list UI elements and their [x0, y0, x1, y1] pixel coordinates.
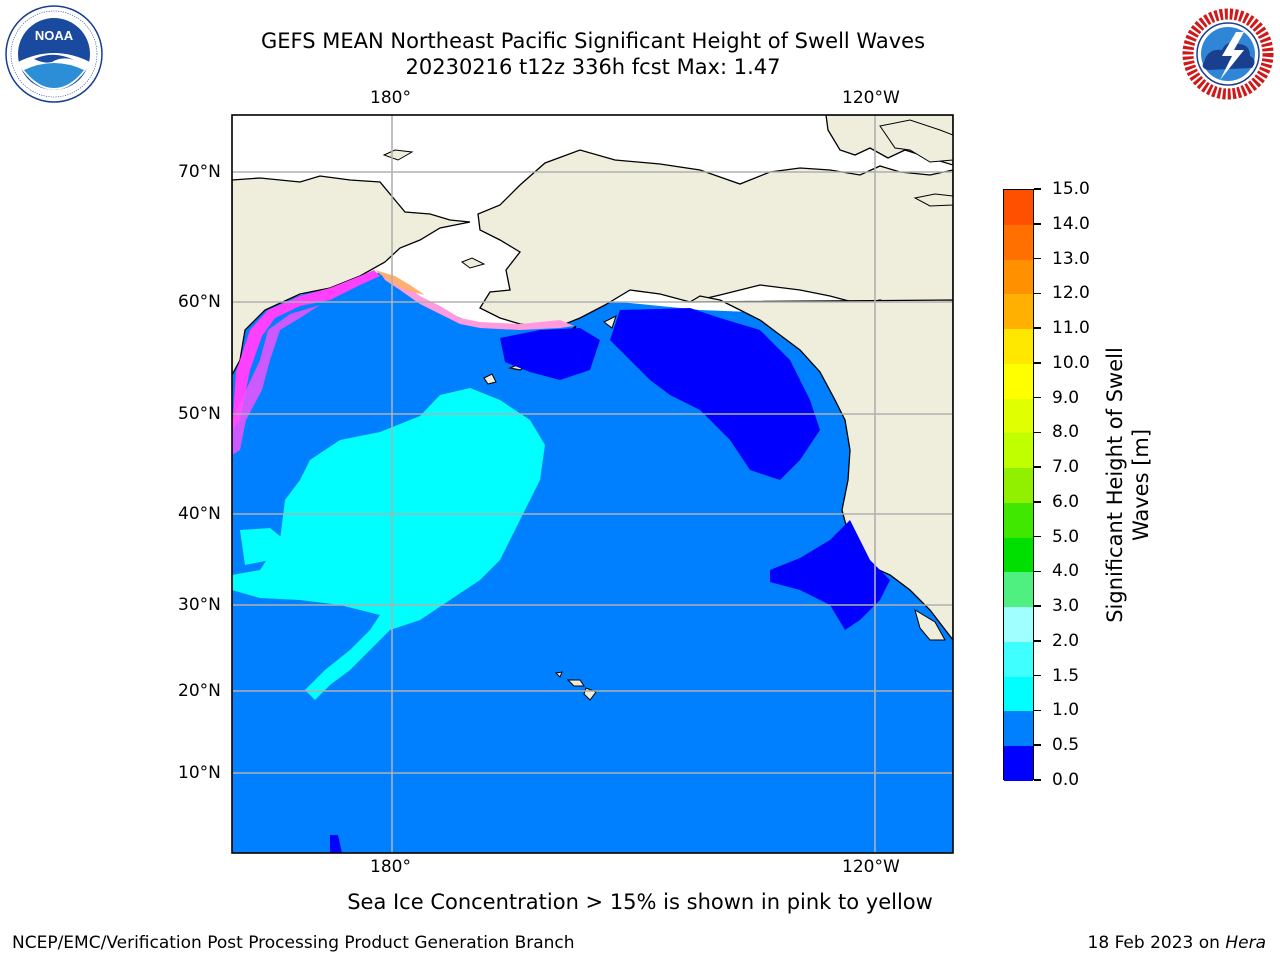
- colorbar-segment: [1004, 398, 1033, 434]
- footer-date: 18 Feb 2023 on Hera: [1087, 933, 1266, 953]
- colorbar-tick-label: 11.0: [1052, 318, 1090, 339]
- colorbar-tick-label: 3.0: [1052, 596, 1080, 617]
- lat-label-40n: 40°N: [178, 504, 221, 524]
- colorbar-tick-label: 7.0: [1052, 457, 1080, 478]
- noaa-logo-icon: NOAA: [4, 4, 104, 104]
- colorbar-tick: [1034, 223, 1041, 225]
- colorbar-tick: [1034, 292, 1041, 295]
- colorbar-tick-label: 2.0: [1052, 630, 1080, 651]
- colorbar-tick: [1034, 431, 1041, 434]
- colorbar-tick: [1034, 640, 1041, 642]
- colorbar-tick: [1034, 744, 1041, 746]
- colorbar-segment: [1004, 502, 1033, 539]
- colorbar-tick: [1034, 327, 1041, 329]
- map-title: GEFS MEAN Northeast Pacific Significant …: [260, 29, 926, 53]
- colorbar-tick: [1034, 466, 1041, 468]
- colorbar-tick-label: 12.0: [1052, 283, 1090, 304]
- colorbar-tick-label: 4.0: [1052, 561, 1080, 582]
- colorbar-segment: [1004, 294, 1033, 330]
- colorbar-tick: [1034, 188, 1041, 190]
- lat-label-50n: 50°N: [178, 404, 221, 424]
- colorbar-tick: [1034, 570, 1041, 573]
- land-north-america: [687, 295, 953, 642]
- colorbar-segment: [1004, 468, 1033, 504]
- colorbar-tick: [1034, 396, 1041, 399]
- colorbar-segment: [1004, 433, 1033, 469]
- footer-credit: NCEP/EMC/Verification Post Processing Pr…: [12, 933, 575, 953]
- colorbar-tick-label: 9.0: [1052, 387, 1080, 408]
- colorbar-tick-label: 0.0: [1052, 770, 1080, 790]
- colorbar-segment: [1004, 190, 1033, 226]
- colorbar-segment: [1004, 676, 1033, 712]
- lon-label-top-180: 180°: [370, 88, 411, 108]
- colorbar-tick: [1034, 605, 1041, 607]
- land-alaska: [477, 149, 953, 327]
- lat-label-10n: 10°N: [178, 763, 221, 783]
- colorbar-segment: [1004, 224, 1033, 260]
- lon-label-bottom-180: 180°: [370, 857, 411, 877]
- colorbar-tick-label: 13.0: [1052, 248, 1090, 269]
- colorbar-segment: [1004, 363, 1033, 400]
- land-siberia: [232, 175, 471, 376]
- colorbar-tick: [1034, 362, 1041, 364]
- lat-label-60n: 60°N: [178, 292, 221, 312]
- map-subtitle: 20230216 t12z 336h fcst Max: 1.47: [405, 55, 781, 79]
- noaa-logo-text: NOAA: [35, 28, 74, 43]
- colorbar-tick: [1034, 535, 1041, 538]
- colorbar-tick-label: 14.0: [1052, 213, 1090, 234]
- colorbar-tick-label: 10.0: [1052, 352, 1090, 373]
- lat-label-70n: 70°N: [178, 162, 221, 182]
- nws-logo-icon: [1178, 4, 1278, 104]
- colorbar-tick-label: 6.0: [1052, 491, 1080, 512]
- colorbar-segment: [1004, 607, 1033, 643]
- colorbar-tick-label: 0.5: [1052, 735, 1080, 756]
- colorbar-segment: [1004, 572, 1033, 608]
- map-frame: [231, 114, 954, 854]
- graticule: [232, 115, 953, 853]
- lon-label-bottom-120w: 120°W: [842, 857, 900, 877]
- lat-label-30n: 30°N: [178, 595, 221, 615]
- colorbar: [1003, 189, 1034, 782]
- lat-label-20n: 20°N: [178, 681, 221, 701]
- colorbar-tick: [1034, 674, 1041, 677]
- colorbar-tick: [1034, 709, 1041, 712]
- colorbar-tick: [1034, 257, 1041, 260]
- colorbar-tick-label: 8.0: [1052, 422, 1080, 443]
- sea-ice-note: Sea Ice Concentration > 15% is shown in …: [347, 890, 933, 914]
- colorbar-segment: [1004, 329, 1033, 365]
- colorbar-segment: [1004, 746, 1033, 782]
- colorbar-segment: [1004, 641, 1033, 678]
- colorbar-label: Significant Height of Swell Waves [m]: [1103, 347, 1153, 623]
- colorbar-tick: [1034, 501, 1041, 503]
- swell-region-cyan: [232, 388, 545, 700]
- colorbar-tick-label: 1.0: [1052, 700, 1080, 721]
- colorbar-tick-label: 15.0: [1052, 179, 1090, 199]
- colorbar-segment: [1004, 537, 1033, 573]
- colorbar-tick-label: 1.5: [1052, 665, 1080, 686]
- colorbar-segment: [1004, 711, 1033, 747]
- colorbar-tick: [1034, 779, 1041, 781]
- colorbar-tick-label: 5.0: [1052, 526, 1080, 547]
- colorbar-segment: [1004, 259, 1033, 295]
- lon-label-top-120w: 120°W: [842, 88, 900, 108]
